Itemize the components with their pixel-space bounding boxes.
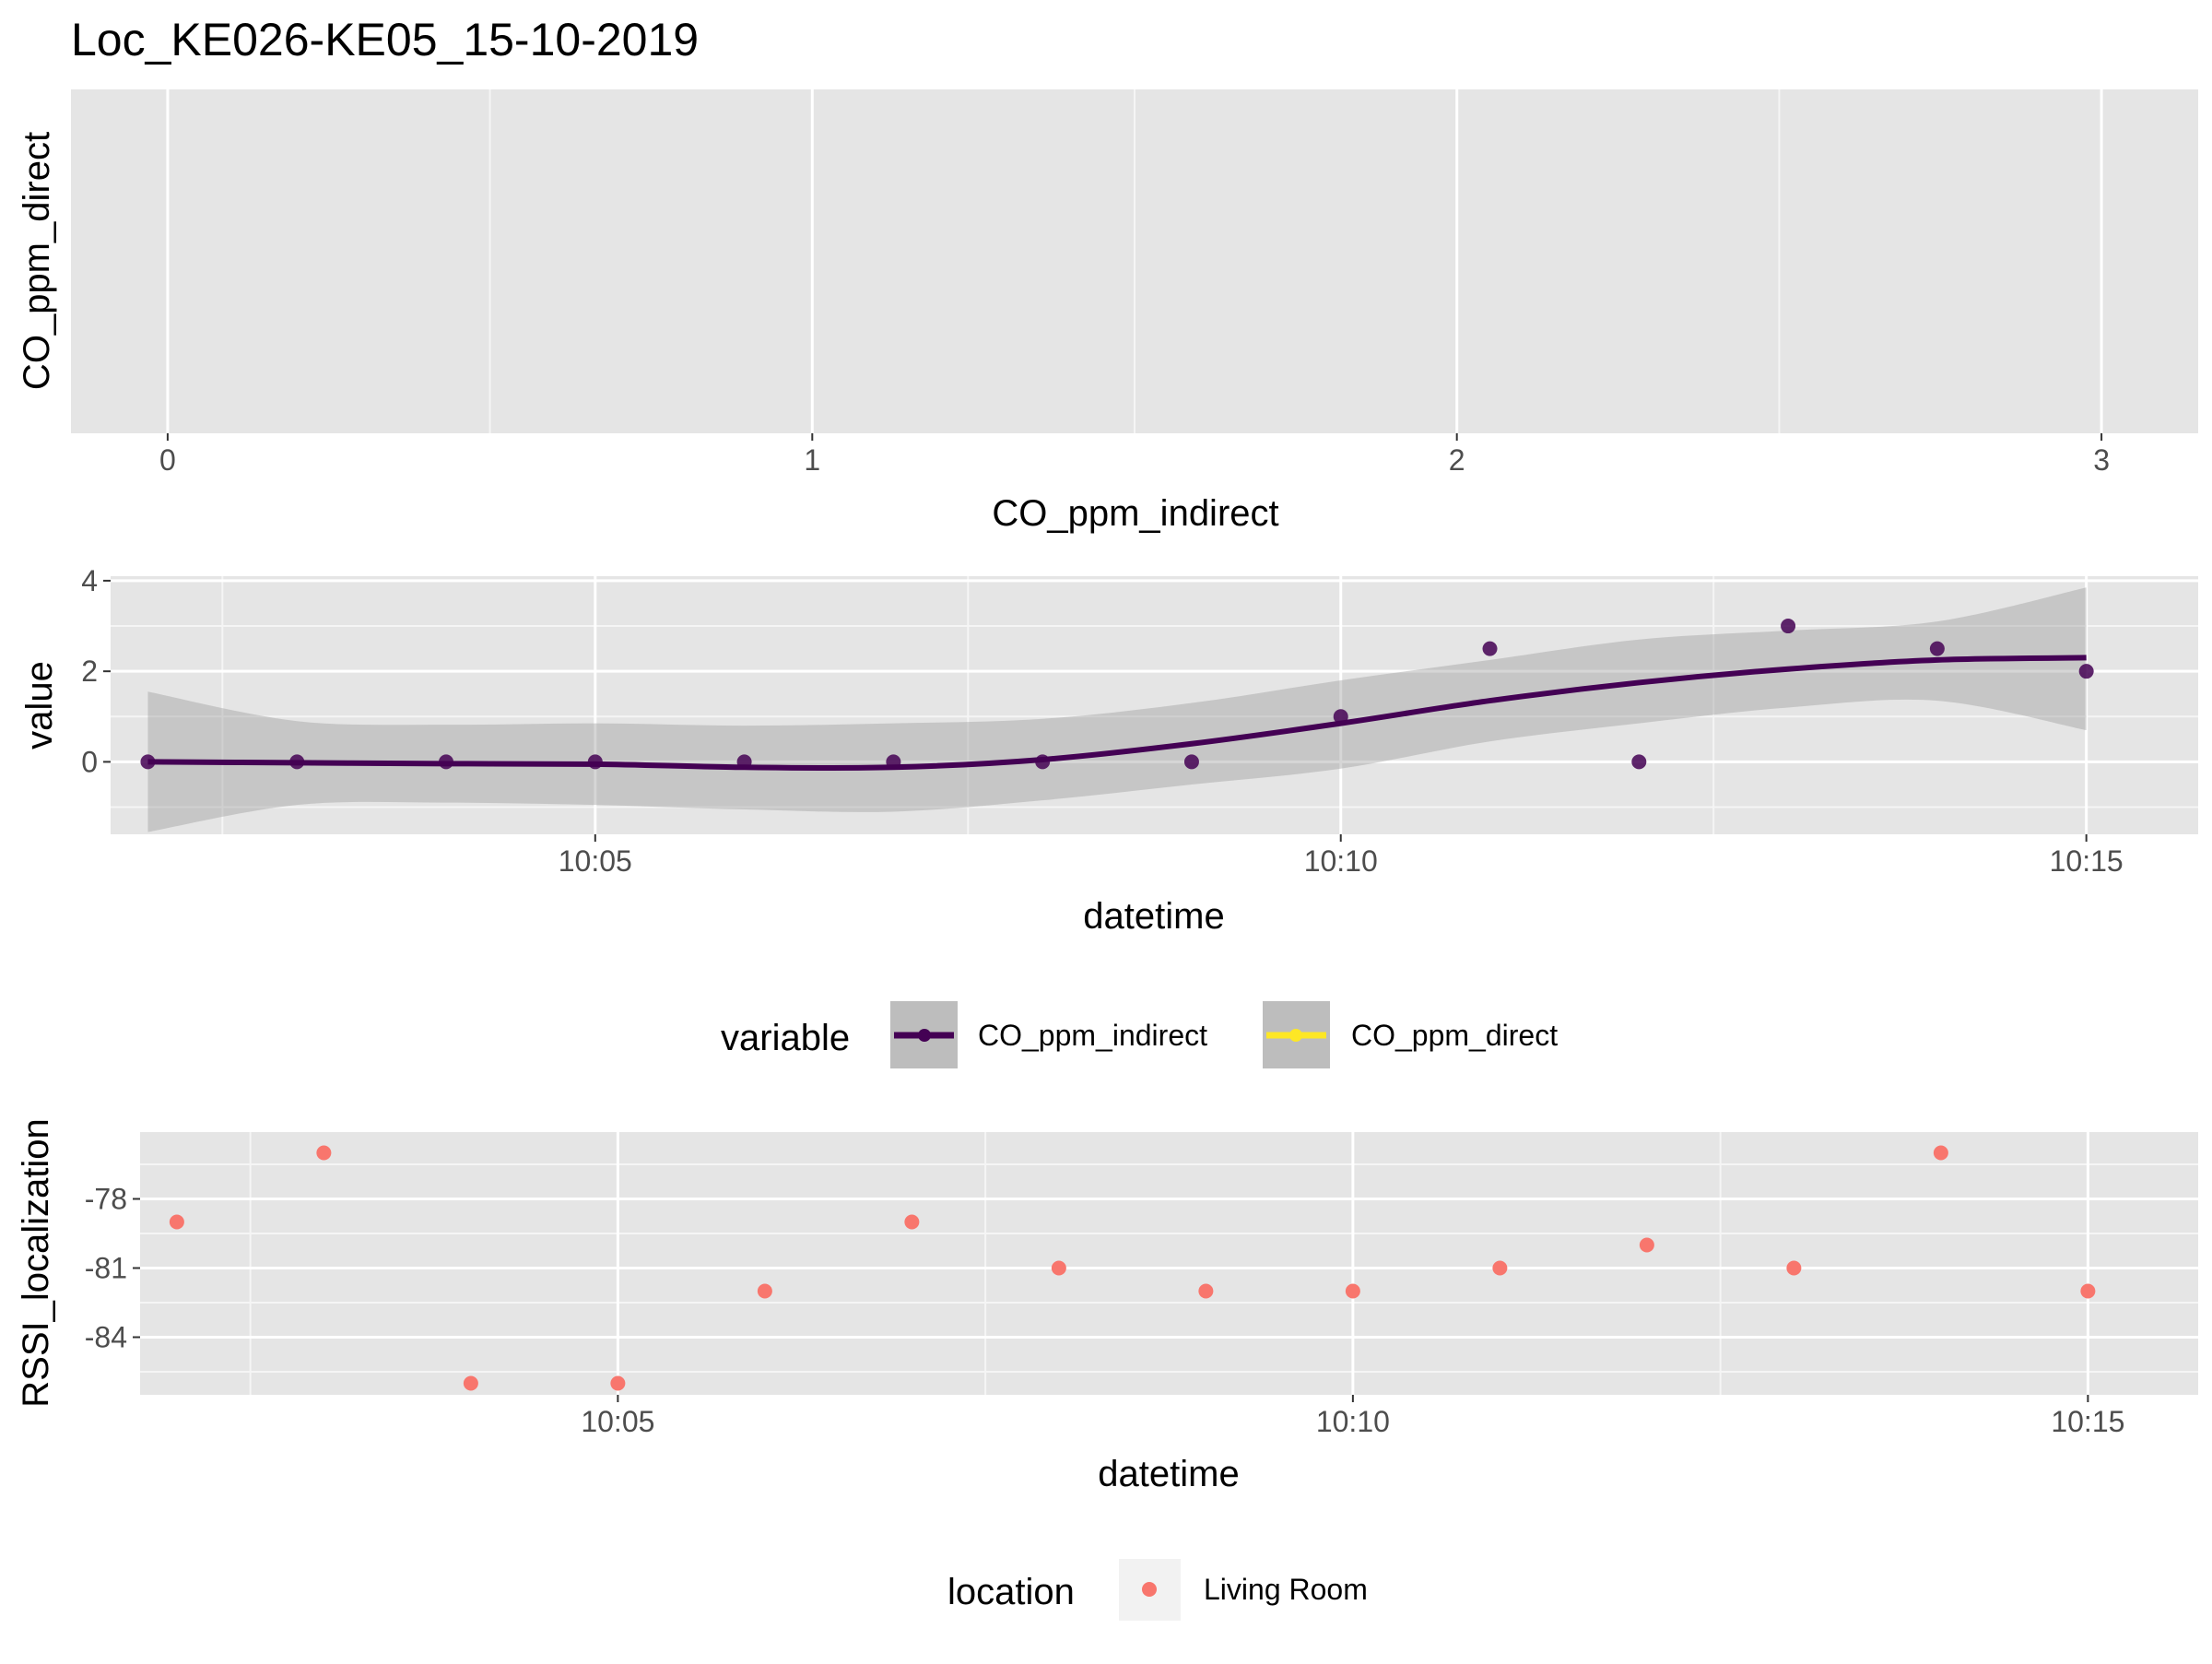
panel-2-y-tick-label: 2 [81, 655, 98, 688]
panel-1-grid [166, 89, 2103, 433]
point-co-indirect [1183, 754, 1199, 770]
point-living-room [1639, 1237, 1654, 1253]
panel-1-x-tick-label: 0 [159, 443, 176, 477]
point-co-indirect [1482, 641, 1498, 656]
point-co-indirect [140, 754, 156, 770]
panel-2-y-tick-label: 0 [81, 745, 98, 778]
panel-2-points [140, 619, 2094, 770]
point-living-room [1492, 1260, 1508, 1276]
point-living-room [316, 1145, 332, 1161]
panel-3-x-tick-label: 10:10 [1316, 1405, 1390, 1438]
point-co-indirect [2078, 664, 2094, 679]
point-living-room [1198, 1283, 1214, 1299]
panel-1-x-tick-label: 2 [1449, 443, 1465, 477]
point-living-room [904, 1214, 920, 1230]
point-living-room [463, 1375, 478, 1391]
panel-1-x-tick-label: 3 [2093, 443, 2110, 477]
point-co-indirect [1929, 641, 1945, 656]
point-living-room [1051, 1260, 1066, 1276]
point-co-indirect [289, 754, 305, 770]
point-co-indirect [736, 754, 752, 770]
point-living-room [2080, 1283, 2096, 1299]
legend-label-co-direct: CO_ppm_direct [1351, 1019, 1558, 1052]
point-living-room [1345, 1283, 1360, 1299]
point-co-indirect [886, 754, 901, 770]
point-co-indirect [439, 754, 454, 770]
point-co-indirect [1631, 754, 1647, 770]
panel-3-x-tick-label: 10:05 [581, 1405, 654, 1438]
panel-2-smooth-line [147, 655, 2087, 772]
point-co-indirect [1781, 619, 1796, 634]
panel-3-y-tick-label: -81 [85, 1252, 127, 1285]
panel-2-x-ticks: 10:05 10:10 10:15 [559, 834, 2124, 878]
legend-key-co-indirect-dot [918, 1029, 931, 1042]
panel-2-background [111, 576, 2198, 834]
panel-3-x-ticks: 10:05 10:10 10:15 [581, 1395, 2124, 1438]
legend-location-title: location [947, 1572, 1075, 1612]
panel-2-y-axis-title: value [19, 661, 60, 749]
point-co-indirect [587, 754, 603, 770]
panel-line-value: 10:05 10:10 10:15 0 2 4 datetime value [19, 564, 2198, 937]
confidence-band [147, 587, 2087, 832]
panel-3-background [140, 1132, 2198, 1395]
smooth-line-co-indirect [147, 655, 2087, 772]
point-living-room [169, 1214, 184, 1230]
legend-label-co-indirect: CO_ppm_indirect [978, 1019, 1207, 1052]
chart-title: Loc_KE026-KE05_15-10-2019 [71, 14, 699, 65]
panel-2-confidence-band [147, 587, 2087, 832]
legend-variable-title: variable [721, 1018, 850, 1058]
panel-3-grid [140, 1132, 2198, 1395]
panel-1-x-ticks: 0 1 2 3 [159, 433, 2110, 477]
panel-3-y-axis-title: RSSI_localization [16, 1118, 56, 1408]
panel-3-x-tick-label: 10:15 [2051, 1405, 2124, 1438]
point-living-room [757, 1283, 772, 1299]
panel-1-y-axis-title: CO_ppm_direct [17, 132, 57, 390]
panel-3-y-tick-label: -78 [85, 1183, 127, 1216]
point-living-room [1933, 1145, 1948, 1161]
panel-2-y-tick-label: 4 [81, 564, 98, 597]
point-living-room [1786, 1260, 1802, 1276]
panel-1-x-tick-label: 1 [804, 443, 820, 477]
legend-key-co-direct-dot [1289, 1029, 1302, 1042]
legend-key-living-room-dot [1142, 1582, 1157, 1597]
panel-1-x-axis-title: CO_ppm_indirect [992, 493, 1278, 534]
panel-2-x-tick-label: 10:10 [1304, 844, 1378, 878]
panel-scatter-co: 0 1 2 3 CO_ppm_indirect CO_ppm_direct [17, 89, 2198, 534]
point-co-indirect [1035, 754, 1051, 770]
panel-2-y-ticks: 0 2 4 [81, 564, 111, 778]
point-living-room [610, 1375, 626, 1391]
legend-location: location Living Room [947, 1559, 1368, 1621]
panel-3-x-axis-title: datetime [1098, 1454, 1239, 1494]
legend-variable: variable CO_ppm_indirect CO_ppm_direct [721, 1001, 1558, 1068]
panel-2-x-tick-label: 10:05 [559, 844, 632, 878]
panel-3-y-ticks: -78 -81 -84 [85, 1183, 140, 1354]
panel-2-x-tick-label: 10:15 [2050, 844, 2124, 878]
panel-3-y-tick-label: -84 [85, 1321, 127, 1354]
panel-scatter-rssi: 10:05 10:10 10:15 -78 -81 -84 datetime RSSI_… [16, 1118, 2198, 1494]
point-co-indirect [1333, 709, 1348, 725]
legend-label-living-room: Living Room [1204, 1573, 1368, 1606]
panel-2-x-axis-title: datetime [1083, 896, 1224, 937]
panel-3-points [169, 1145, 2096, 1391]
